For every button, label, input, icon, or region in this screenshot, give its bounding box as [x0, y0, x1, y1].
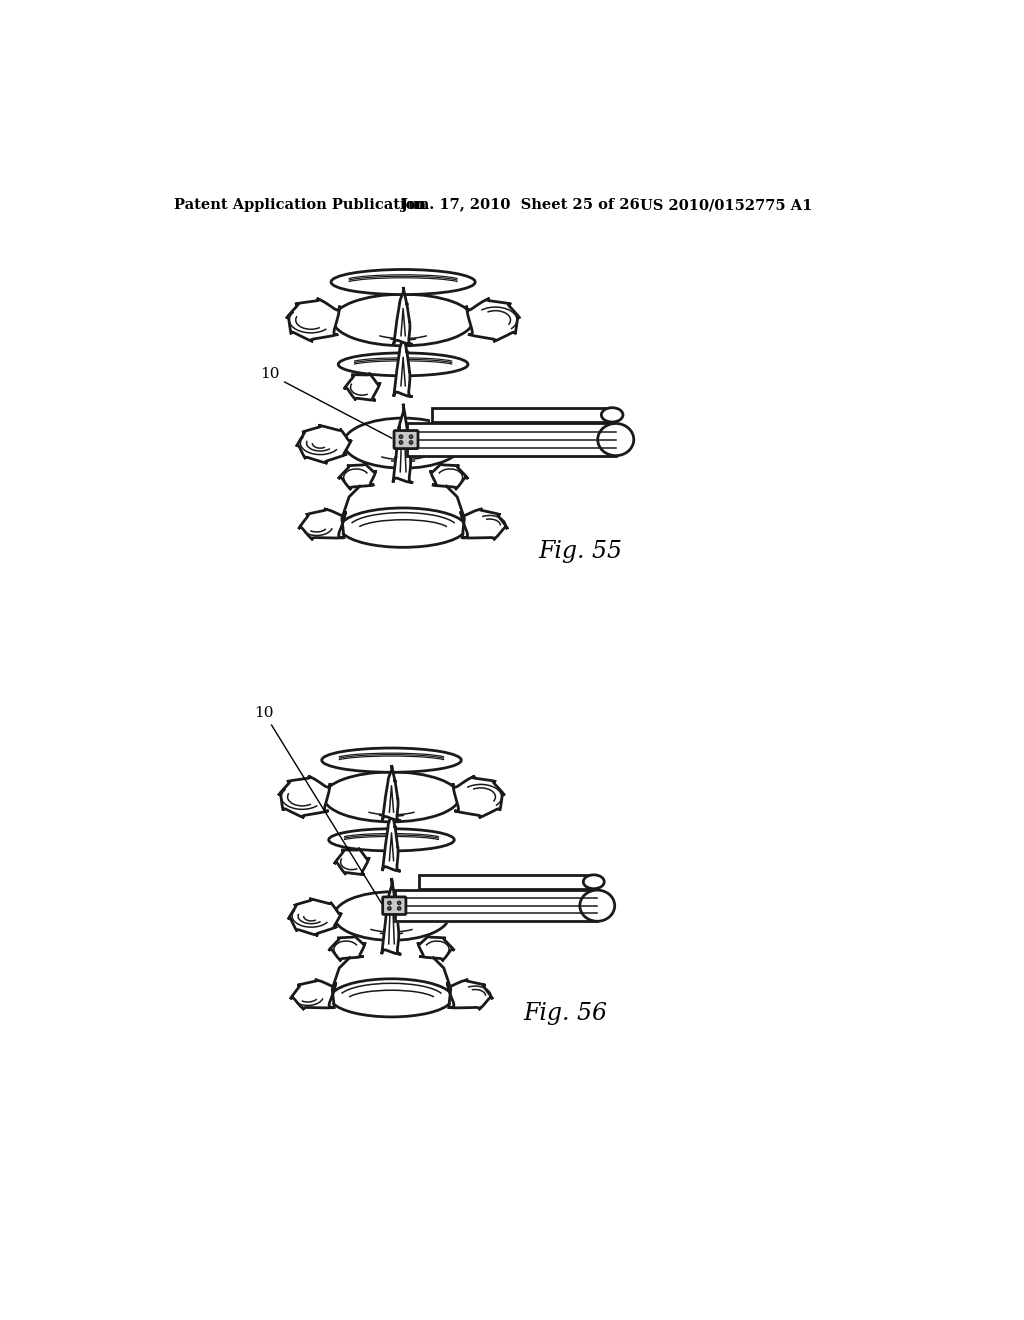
- Circle shape: [410, 441, 413, 445]
- PathPatch shape: [382, 766, 400, 821]
- PathPatch shape: [461, 510, 508, 540]
- Text: Fig. 55: Fig. 55: [539, 540, 623, 562]
- Circle shape: [397, 902, 401, 904]
- PathPatch shape: [297, 425, 351, 463]
- Ellipse shape: [580, 890, 614, 921]
- Text: Jun. 17, 2010  Sheet 25 of 26: Jun. 17, 2010 Sheet 25 of 26: [400, 198, 640, 213]
- Text: Fig. 56: Fig. 56: [523, 1002, 607, 1024]
- PathPatch shape: [453, 776, 505, 817]
- PathPatch shape: [382, 878, 401, 954]
- PathPatch shape: [279, 776, 330, 817]
- Ellipse shape: [324, 772, 460, 822]
- PathPatch shape: [299, 510, 345, 540]
- Circle shape: [388, 902, 391, 904]
- Bar: [395, 890, 597, 921]
- PathPatch shape: [338, 463, 376, 490]
- Bar: [418, 874, 613, 890]
- PathPatch shape: [287, 298, 340, 342]
- Ellipse shape: [584, 875, 604, 888]
- Circle shape: [397, 907, 401, 911]
- Ellipse shape: [338, 352, 468, 376]
- Ellipse shape: [598, 424, 634, 455]
- Text: 10: 10: [254, 706, 382, 903]
- Bar: [420, 875, 594, 888]
- PathPatch shape: [467, 298, 520, 342]
- PathPatch shape: [393, 404, 414, 483]
- PathPatch shape: [447, 979, 493, 1010]
- Ellipse shape: [601, 408, 623, 422]
- PathPatch shape: [430, 463, 468, 490]
- PathPatch shape: [418, 936, 455, 961]
- PathPatch shape: [394, 286, 413, 345]
- Text: Patent Application Publication: Patent Application Publication: [174, 198, 427, 213]
- Bar: [407, 424, 615, 455]
- Circle shape: [410, 434, 413, 438]
- Ellipse shape: [334, 892, 450, 940]
- PathPatch shape: [289, 899, 341, 936]
- PathPatch shape: [344, 374, 380, 400]
- Bar: [395, 888, 629, 923]
- PathPatch shape: [334, 849, 370, 875]
- Text: US 2010/0152775 A1: US 2010/0152775 A1: [640, 198, 812, 213]
- Bar: [432, 408, 612, 422]
- Bar: [430, 407, 632, 422]
- PathPatch shape: [382, 809, 400, 871]
- FancyBboxPatch shape: [394, 430, 418, 449]
- Ellipse shape: [322, 748, 461, 772]
- Text: 10: 10: [260, 367, 392, 438]
- FancyBboxPatch shape: [383, 896, 406, 915]
- Ellipse shape: [344, 418, 463, 469]
- Circle shape: [399, 441, 402, 445]
- PathPatch shape: [291, 979, 336, 1010]
- Circle shape: [399, 434, 402, 438]
- Circle shape: [388, 907, 391, 911]
- Ellipse shape: [329, 829, 455, 851]
- Bar: [407, 422, 648, 457]
- Ellipse shape: [333, 294, 473, 346]
- Ellipse shape: [331, 269, 475, 294]
- PathPatch shape: [394, 333, 413, 396]
- PathPatch shape: [329, 936, 365, 961]
